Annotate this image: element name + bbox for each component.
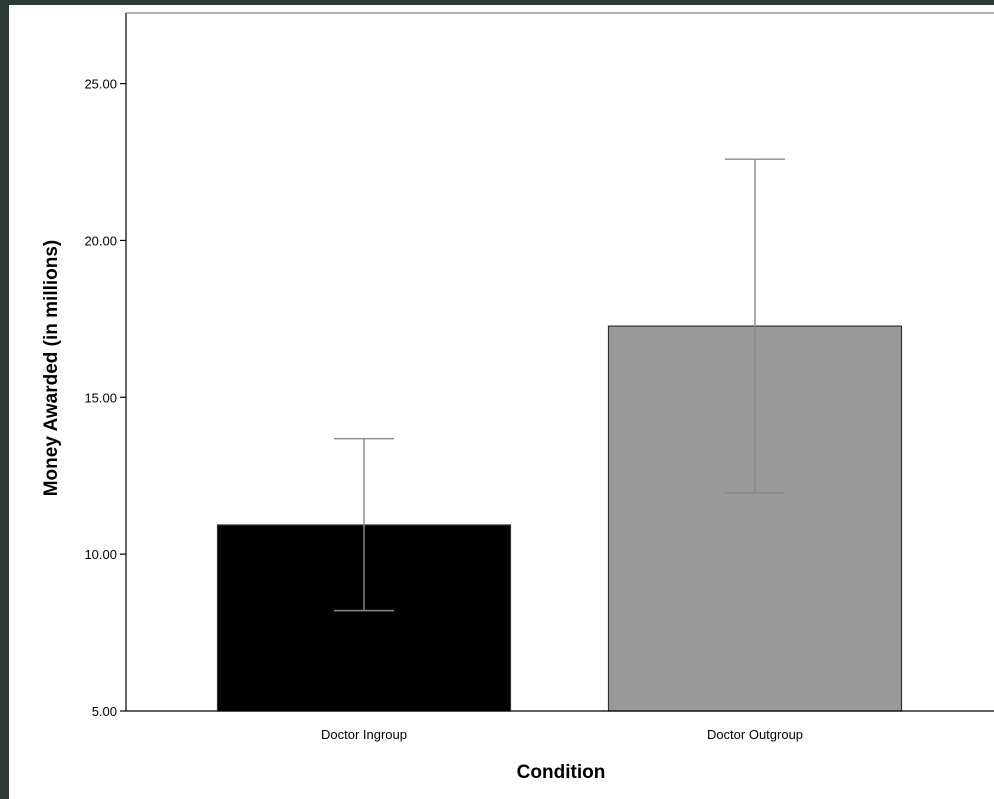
y-tick-label: 25.00 [84, 77, 117, 92]
x-axis-title: Condition [517, 762, 606, 783]
x-tick-label: Doctor Ingroup [321, 727, 407, 742]
bar-chart: 5.00 10.00 15.00 20.00 25.00 Doctor Ingroup Do… [41, 12, 994, 783]
y-tick-label: 20.00 [84, 233, 117, 248]
y-tick-label: 5.00 [92, 704, 117, 719]
chart-frame: 5.00 10.00 15.00 20.00 25.00 Doctor Ingroup Do… [9, 5, 994, 799]
error-bar-doctor-ingroup [334, 438, 394, 612]
error-bar-doctor-outgroup [725, 158, 785, 494]
y-axis-title: Money Awarded (in millions) [41, 240, 62, 497]
y-tick-label: 10.00 [84, 547, 117, 562]
x-tick-label: Doctor Outgroup [707, 727, 803, 742]
y-tick-label: 15.00 [84, 390, 117, 405]
